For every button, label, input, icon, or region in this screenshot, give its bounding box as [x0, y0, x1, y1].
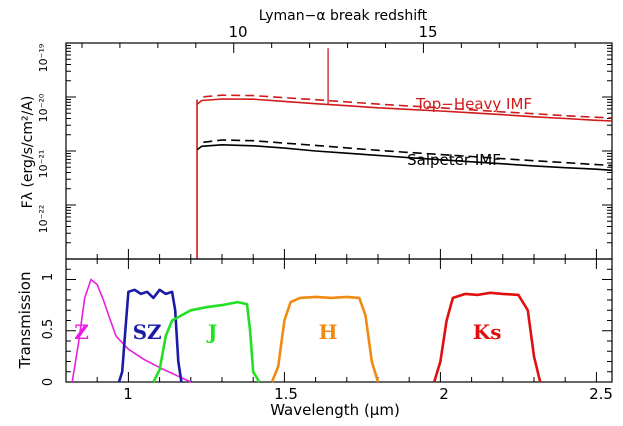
x-tick-label-1-5: 1.5: [274, 385, 298, 403]
filter-curve-j: [152, 300, 261, 383]
spectrum-y-axis-label: Fλ (erg/s/cm²/A): [20, 96, 36, 209]
spectrum-panel-frame: [65, 42, 613, 260]
spectrum-plot-area: [196, 48, 613, 259]
spectrum-y-tick-label: 10⁻²⁰: [37, 93, 50, 122]
spectrum-y-tick-label: 10⁻²¹: [37, 150, 50, 179]
filters-plot-area: Z SZ J H Ks: [71, 278, 542, 383]
spectrum-ticks: [65, 42, 612, 260]
top-axis-label: Lyman−α break redshift: [259, 8, 428, 24]
filter-label-ks: Ks: [473, 320, 502, 344]
filters-y-tick-label: 0: [41, 378, 56, 386]
sed-curve-dashed: [203, 139, 613, 167]
top-tick-label-15: 15: [418, 23, 437, 41]
annotation-salpeter-imf: Salpeter IMF: [407, 151, 501, 169]
spectrum-y-tick-label: 10⁻²²: [37, 205, 50, 234]
x-tick-label-1: 1: [123, 385, 133, 403]
filters-y-tick-label: 1: [41, 273, 56, 281]
filters-y-tick-label: 0.5: [41, 319, 56, 340]
filter-label-sz: SZ: [133, 320, 162, 344]
sed-curve-dashed: [203, 94, 613, 119]
sed-curve: [196, 98, 613, 122]
filter-curve-sz: [117, 288, 183, 383]
sed-curve: [196, 143, 613, 172]
filter-curve-ks: [432, 291, 542, 383]
annotation-top-heavy-imf: Top−Heavy IMF: [415, 95, 532, 113]
filter-label-j: J: [206, 320, 217, 344]
filter-curve-h: [270, 295, 380, 383]
spectrum-y-tick-label: 10⁻¹⁹: [37, 44, 50, 73]
x-axis-label: Wavelength (μm): [270, 401, 400, 419]
filters-y-axis-label: Transmission: [16, 272, 34, 370]
filters-ticks: [65, 258, 612, 383]
x-tick-label-2: 2: [439, 385, 449, 403]
filter-label-z: Z: [74, 320, 89, 344]
filter-label-h: H: [319, 320, 338, 344]
x-tick-label-2-5: 2.5: [589, 385, 613, 403]
top-tick-label-10: 10: [228, 23, 247, 41]
